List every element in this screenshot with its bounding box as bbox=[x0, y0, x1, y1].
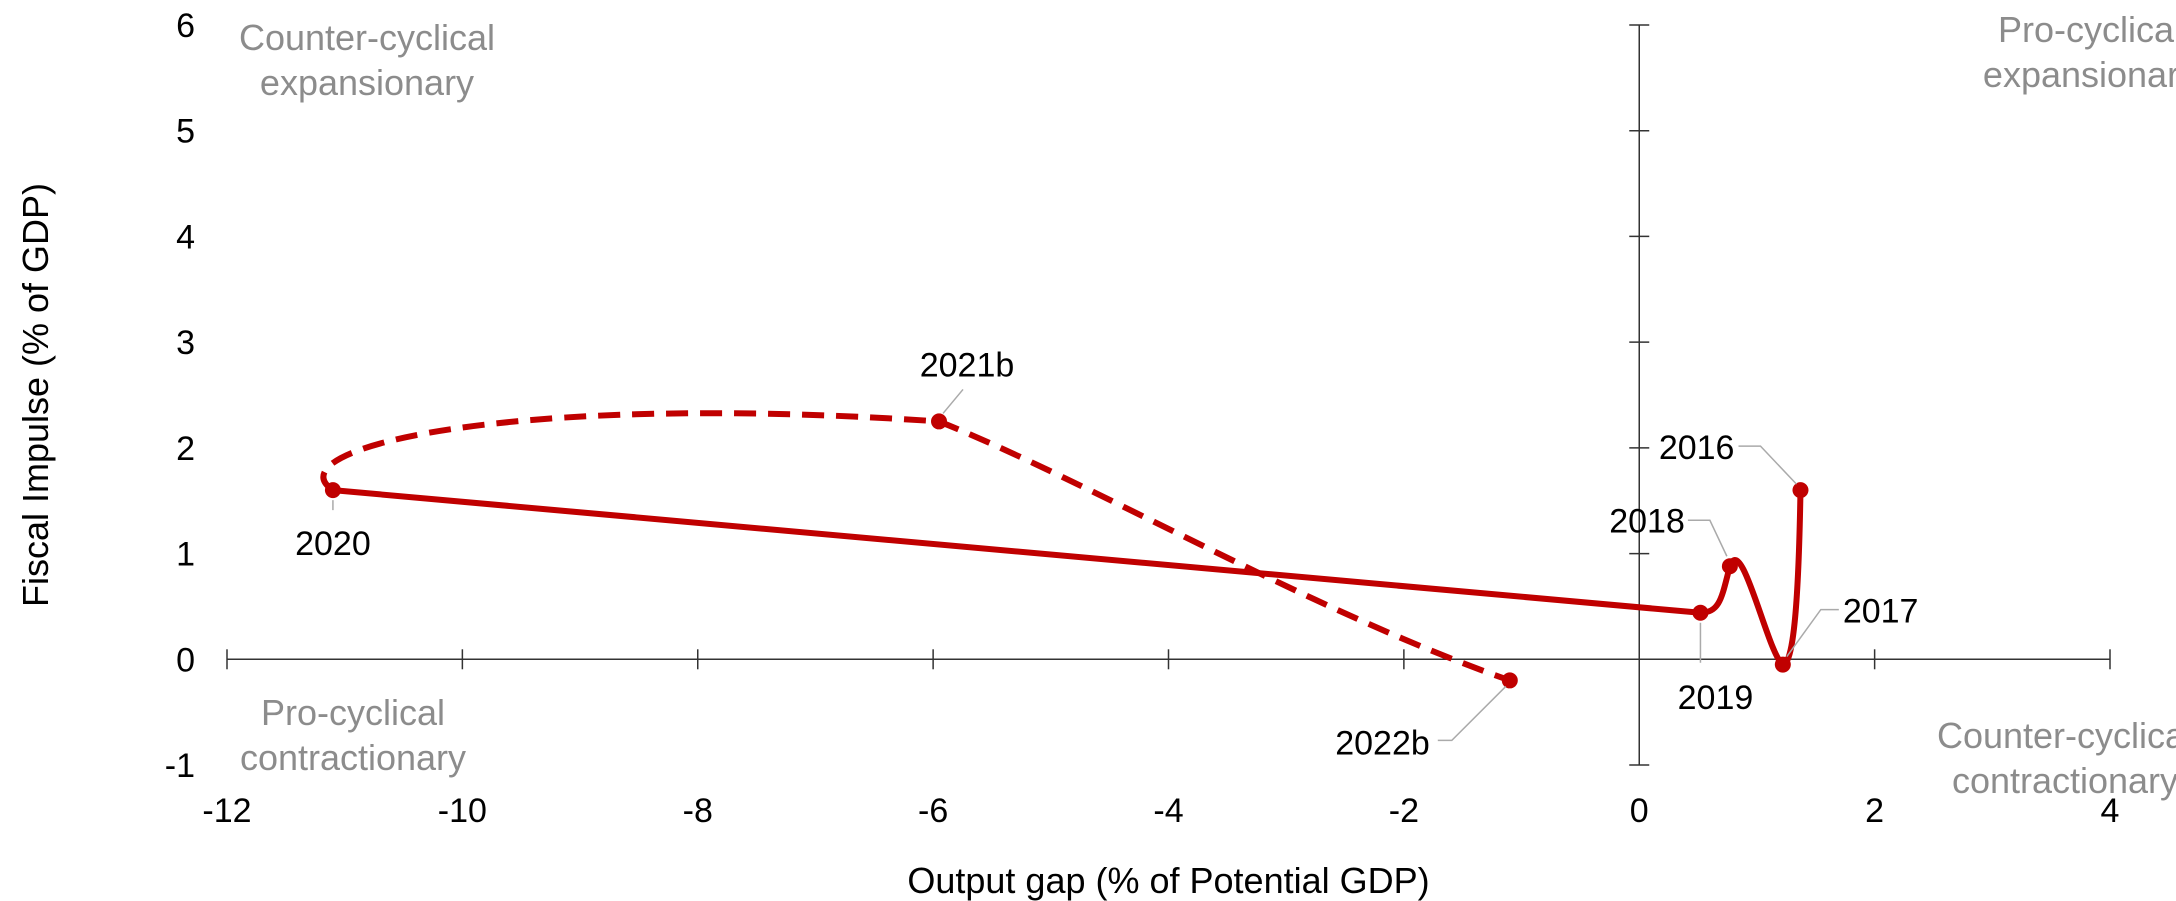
data-points bbox=[324, 413, 1809, 689]
point-label-2019: 2019 bbox=[1678, 679, 1754, 717]
point-label-2016: 2016 bbox=[1659, 429, 1735, 467]
x-tick-label: 0 bbox=[1630, 792, 1649, 830]
data-point-2016 bbox=[1792, 482, 1809, 499]
leader-line-2017 bbox=[1786, 608, 1839, 658]
leader-line-2016 bbox=[1738, 445, 1798, 485]
x-tick-label: 4 bbox=[2101, 792, 2120, 830]
point-label-2022b: 2022b bbox=[1335, 724, 1430, 762]
quadrant-label-top-right: expansionary bbox=[1983, 54, 2176, 95]
quadrant-label-top-left: expansionary bbox=[260, 62, 474, 103]
data-point-2018 bbox=[1721, 558, 1738, 575]
x-tick-label: -8 bbox=[683, 792, 713, 830]
point-label-2021b: 2021b bbox=[920, 346, 1015, 384]
point-label-2020: 2020 bbox=[295, 525, 371, 563]
quadrant-label-top-left: Counter-cyclical bbox=[239, 17, 495, 58]
leader-line-2018 bbox=[1687, 519, 1728, 557]
data-point-2021b bbox=[931, 413, 948, 430]
series-line-dashed bbox=[320, 410, 1511, 684]
y-axis-title: Fiscal Impulse (% of GDP) bbox=[15, 183, 56, 607]
y-tick-label: 1 bbox=[176, 536, 195, 574]
leader-line-2022b bbox=[1437, 685, 1507, 742]
data-point-2022b bbox=[1501, 672, 1518, 689]
y-tick-label: 0 bbox=[176, 641, 195, 679]
leader-line-2021b bbox=[942, 388, 964, 414]
x-tick-label: -12 bbox=[202, 792, 251, 830]
x-tick-label: -6 bbox=[918, 792, 948, 830]
y-tick-label: 4 bbox=[176, 218, 195, 256]
x-tick-label: -10 bbox=[438, 792, 487, 830]
quadrant-label-bottom-right: contractionary bbox=[1952, 760, 2176, 801]
series-lines bbox=[320, 410, 1804, 684]
series-line-solid bbox=[329, 487, 1804, 668]
quadrant-label-bottom-right: Counter-cyclical bbox=[1937, 715, 2176, 756]
x-tick-label: -2 bbox=[1389, 792, 1419, 830]
x-axis-title: Output gap (% of Potential GDP) bbox=[907, 860, 1429, 901]
y-tick-label: 3 bbox=[176, 324, 195, 362]
y-tick-label: 5 bbox=[176, 113, 195, 151]
text-labels: Output gap (% of Potential GDP) Fiscal Im… bbox=[15, 9, 2176, 901]
data-point-2017 bbox=[1774, 656, 1791, 673]
x-tick-label: -4 bbox=[1153, 792, 1183, 830]
point-label-2017: 2017 bbox=[1843, 593, 1919, 631]
data-point-2019 bbox=[1692, 604, 1709, 621]
y-tick-label: 2 bbox=[176, 430, 195, 468]
quadrant-label-top-right: Pro-cyclical bbox=[1998, 9, 2176, 50]
quadrant-label-bottom-left: Pro-cyclical bbox=[261, 692, 445, 733]
y-tick-label: -1 bbox=[165, 747, 195, 785]
data-point-2020 bbox=[324, 482, 341, 499]
quadrant-label-bottom-left: contractionary bbox=[240, 737, 466, 778]
point-label-2018: 2018 bbox=[1609, 502, 1685, 540]
x-tick-label: 2 bbox=[1865, 792, 1884, 830]
y-tick-label: 6 bbox=[176, 7, 195, 45]
